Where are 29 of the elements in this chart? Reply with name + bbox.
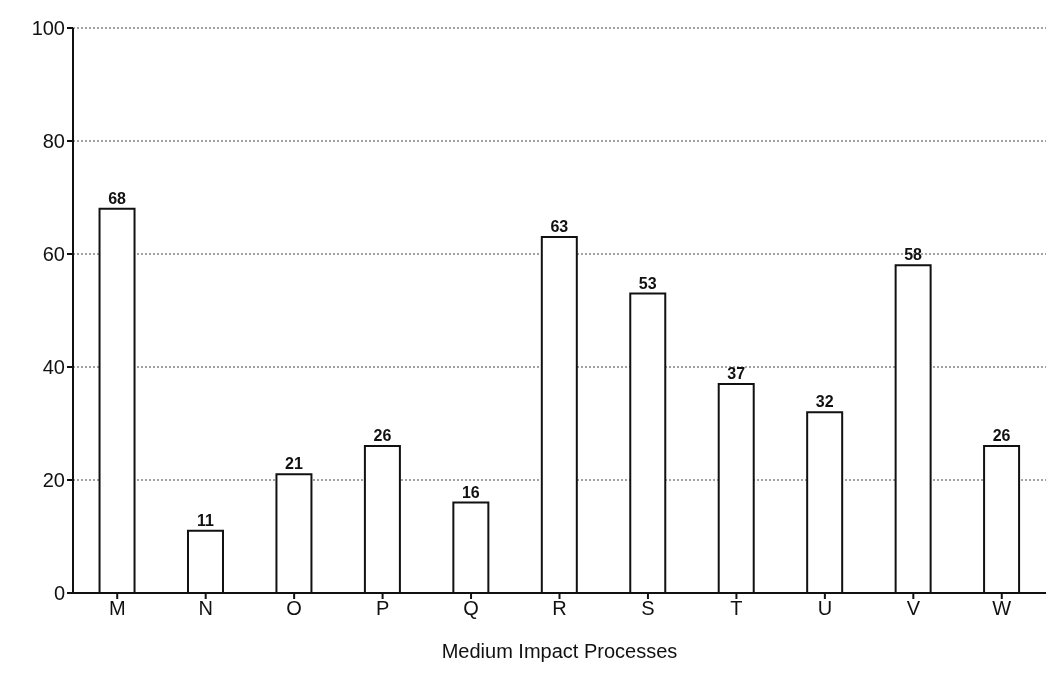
x-tick-label: V	[906, 597, 921, 620]
x-tick-label: T	[730, 597, 743, 620]
data-label: 37	[727, 364, 746, 382]
x-tick-label: U	[817, 597, 833, 620]
data-label: 21	[285, 455, 303, 473]
data-label: 68	[108, 189, 127, 207]
x-tick-label: W	[992, 597, 1012, 620]
x-tick-label: S	[641, 597, 655, 620]
y-tick-label: 40	[42, 356, 65, 379]
x-tick-label: Q	[463, 597, 479, 620]
data-label: 26	[373, 427, 392, 445]
data-label: 58	[904, 246, 923, 264]
y-tick-label: 60	[42, 243, 65, 266]
data-label: 53	[638, 274, 657, 292]
x-tick-label: R	[552, 597, 567, 620]
x-tick-label: N	[198, 597, 213, 620]
x-tick-label: P	[375, 597, 390, 620]
data-label: 16	[461, 483, 480, 501]
y-tick-label: 20	[42, 469, 65, 492]
y-tick-label: 0	[53, 582, 65, 605]
data-label: 11	[197, 511, 215, 529]
data-label: 32	[815, 393, 834, 411]
x-tick-label: O	[286, 597, 302, 620]
y-tick-label: 100	[31, 17, 65, 40]
x-tick-label: M	[108, 597, 126, 620]
x-axis-title: Medium Impact Processes	[441, 640, 678, 662]
data-label: 26	[992, 427, 1011, 445]
y-tick-label: 80	[42, 130, 65, 153]
data-label: 63	[550, 218, 569, 236]
